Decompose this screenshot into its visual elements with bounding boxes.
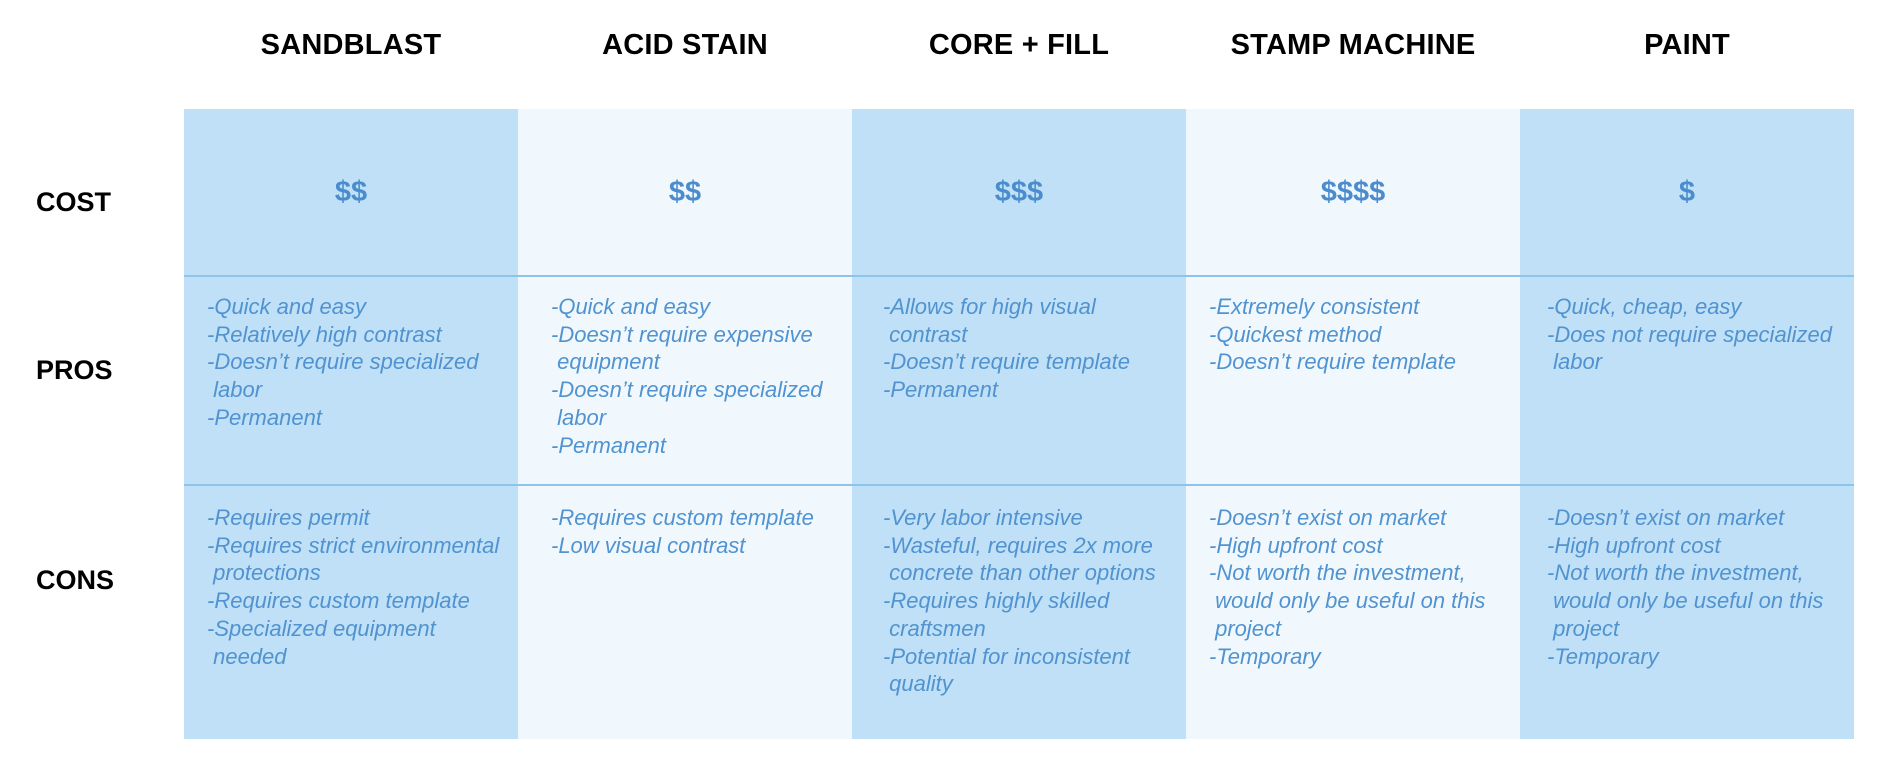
cons-sandblast: -Requires permit -Requires strict environ… [207, 504, 499, 670]
cell-line: labor [207, 377, 263, 403]
cell-line: -Quick and easy [551, 294, 710, 319]
column-core-fill [852, 109, 1186, 739]
column-header-stamp-machine: STAMP MACHINE [1230, 28, 1476, 61]
column-header-core-fill: CORE + FILL [928, 28, 1110, 61]
cell-line: -Doesn’t exist on market [1547, 505, 1785, 530]
cell-line: labor [1547, 349, 1603, 375]
cell-line: -Doesn’t require template [1209, 349, 1457, 375]
column-sandblast [184, 109, 518, 739]
column-stamp-machine [1186, 109, 1520, 739]
cell-line: -Potential for inconsistent [883, 643, 1131, 669]
cost-acid-stain: $$ [668, 176, 702, 208]
row-divider-pros-cons [184, 484, 1854, 486]
cell-line: -Temporary [1547, 643, 1659, 669]
cell-line: -Requires permit [207, 505, 370, 530]
cell-line: -Requires custom template [207, 588, 470, 614]
cell-line: -Not worth the investment, [1209, 560, 1466, 586]
cell-line: -Allows for high visual [883, 294, 1096, 319]
cell-line: protections [207, 560, 321, 586]
cell-line: -Requires custom template [551, 505, 814, 530]
column-acid-stain [518, 109, 852, 739]
cell-line: -Very labor intensive [883, 505, 1083, 530]
cell-line: -Quick, cheap, easy [1547, 294, 1742, 319]
cell-line: craftsmen [883, 615, 986, 641]
cell-line: -Permanent [883, 377, 998, 403]
row-divider-cost-pros [184, 275, 1854, 277]
cell-line: -Doesn’t require template [883, 349, 1131, 375]
cell-line: -High upfront cost [1209, 532, 1383, 558]
row-label-pros: PROS [36, 354, 113, 385]
cell-line: -Temporary [1209, 643, 1321, 669]
cell-line: -Permanent [207, 404, 322, 430]
cell-line: -Not worth the investment, [1547, 560, 1804, 586]
column-header-sandblast: SANDBLAST [260, 28, 442, 61]
cons-stamp-machine: -Doesn’t exist on market -High upfront co… [1209, 504, 1485, 670]
cell-line: -Relatively high contrast [207, 321, 442, 347]
cell-line: -Doesn’t exist on market [1209, 505, 1447, 530]
cell-line: needed [207, 643, 287, 669]
column-paint [1520, 109, 1854, 739]
cell-line: -Requires highly skilled [883, 588, 1110, 614]
cell-line: equipment [551, 349, 660, 375]
cell-line: -High upfront cost [1547, 532, 1721, 558]
cons-acid-stain: -Requires custom template -Low visual con… [551, 504, 814, 559]
cell-line: -Extremely consistent [1209, 294, 1420, 319]
cell-line: project [1547, 615, 1620, 641]
cell-line: concrete than other options [883, 560, 1156, 586]
pros-paint: -Quick, cheap, easy -Does not require spe… [1547, 293, 1832, 376]
cost-stamp-machine: $$$$ [1320, 176, 1386, 208]
cost-core-fill: $$$ [994, 176, 1044, 208]
pros-stamp-machine: -Extremely consistent -Quickest method -Do… [1209, 293, 1456, 376]
cons-core-fill: -Very labor intensive -Wasteful, requires… [883, 504, 1156, 698]
cell-line: contrast [883, 321, 968, 347]
cell-line: -Doesn’t require specialized [551, 377, 823, 403]
cell-line: -Low visual contrast [551, 532, 746, 558]
column-header-acid-stain: ACID STAIN [602, 28, 768, 61]
cell-line: would only be useful on this [1209, 588, 1486, 614]
cost-sandblast: $$ [334, 176, 368, 208]
column-header-paint: PAINT [1644, 28, 1730, 61]
pros-core-fill: -Allows for high visual contrast -Doesn’t… [883, 293, 1130, 404]
cell-line: quality [883, 671, 953, 697]
cell-line: -Permanent [551, 432, 666, 458]
cell-line: -Does not require specialized [1547, 321, 1832, 347]
cell-line: -Doesn’t require expensive [551, 321, 813, 347]
cell-line: -Doesn’t require specialized [207, 349, 479, 375]
cell-line: -Requires strict environmental [207, 532, 500, 558]
cell-line: labor [551, 404, 607, 430]
cons-paint: -Doesn’t exist on market -High upfront co… [1547, 504, 1823, 670]
pros-acid-stain: -Quick and easy -Doesn’t require expensiv… [551, 293, 822, 459]
cell-line: -Specialized equipment [207, 615, 436, 641]
cell-line: would only be useful on this [1547, 588, 1824, 614]
cell-line: -Quickest method [1209, 321, 1382, 347]
cell-line: -Wasteful, requires 2x more [883, 532, 1153, 558]
row-label-cons: CONS [36, 564, 115, 595]
cell-line: project [1209, 615, 1282, 641]
cell-line: -Quick and easy [207, 294, 366, 319]
cost-paint: $ [1678, 176, 1696, 208]
row-label-cost: COST [36, 186, 112, 217]
pros-sandblast: -Quick and easy -Relatively high contrast… [207, 293, 478, 432]
